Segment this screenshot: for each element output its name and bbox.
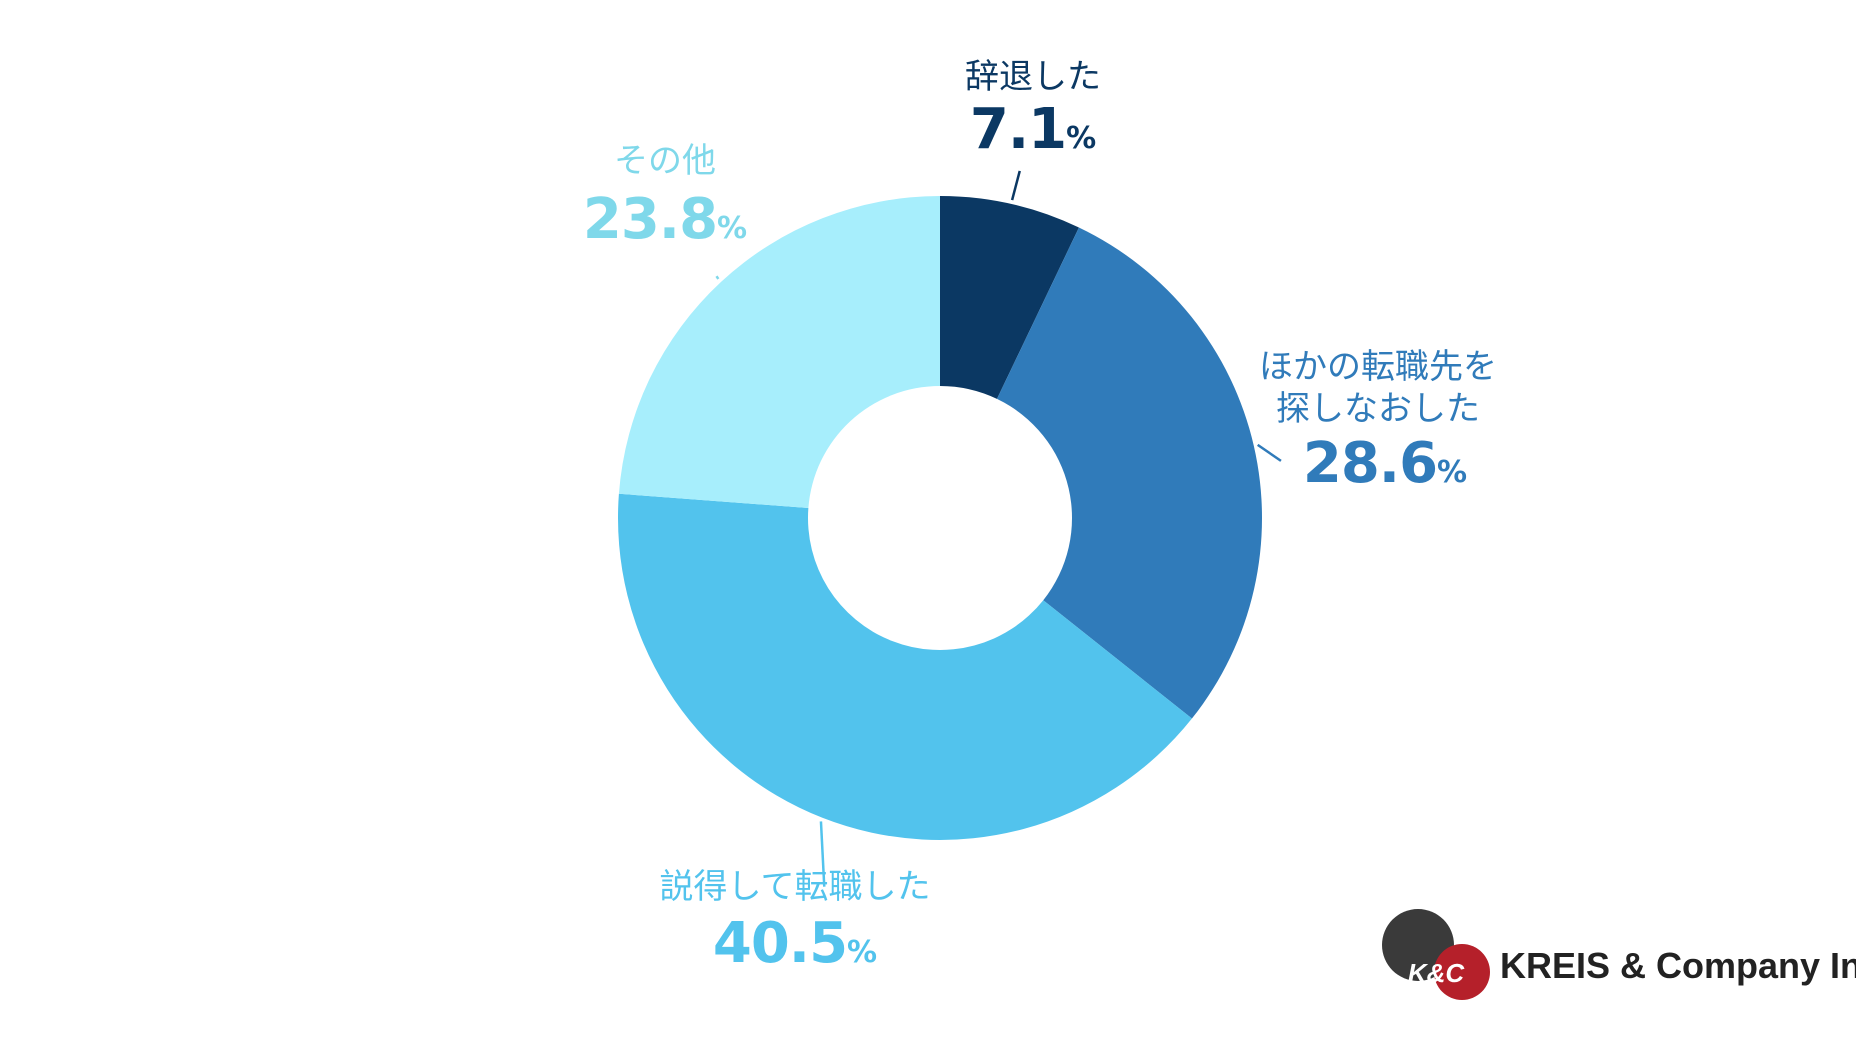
slice-other — [618, 196, 940, 509]
slice-search-again — [996, 227, 1262, 719]
slice-decline — [940, 196, 1079, 399]
slice-value-decline: 7.1% — [970, 97, 1096, 162]
slice-value-search-again: 28.6% — [1303, 431, 1467, 496]
slice-value-suffix: % — [1066, 121, 1096, 156]
label-group-search-again: ほかの転職先を 探しなおした 28.6% — [1259, 347, 1497, 496]
leader-line — [819, 821, 826, 887]
slice-label-other: その他 — [614, 141, 716, 181]
logo-red-circle — [1434, 944, 1490, 1000]
leader-line — [1010, 170, 1021, 201]
slice-value-number: 28.6 — [1303, 431, 1437, 496]
slice-label-persuaded: 説得して転職した — [660, 867, 931, 907]
slice-value-number: 23.8 — [583, 187, 717, 252]
slice-label-decline: 辞退した — [965, 57, 1101, 97]
slice-value-suffix: % — [717, 211, 747, 246]
leader-line — [1256, 443, 1282, 462]
leader-lines — [715, 170, 1282, 887]
slice-persuaded — [618, 493, 1192, 840]
donut-slices — [618, 196, 1262, 840]
label-group-decline: 辞退した 7.1% — [965, 57, 1101, 162]
slice-value-number: 7.1 — [970, 97, 1066, 162]
slice-label-search-again-line1: ほかの転職先を — [1259, 347, 1497, 387]
slice-value-number: 40.5 — [713, 911, 847, 976]
slice-value-suffix: % — [1437, 455, 1467, 490]
slice-label-search-again-line2: 探しなおした — [1276, 389, 1480, 429]
slice-value-persuaded: 40.5% — [713, 911, 877, 976]
slice-value-suffix: % — [847, 935, 877, 970]
leader-line — [715, 275, 720, 280]
company-name: KREIS & Company Inc. — [1500, 945, 1856, 986]
logo-mark-text: K&C — [1408, 958, 1466, 988]
slice-value-other: 23.8% — [583, 187, 747, 252]
label-group-other: その他 23.8% — [583, 141, 747, 252]
company-logo: K&C KREIS & Company Inc. — [1382, 909, 1856, 1000]
label-group-persuaded: 説得して転職した 40.5% — [660, 867, 931, 976]
